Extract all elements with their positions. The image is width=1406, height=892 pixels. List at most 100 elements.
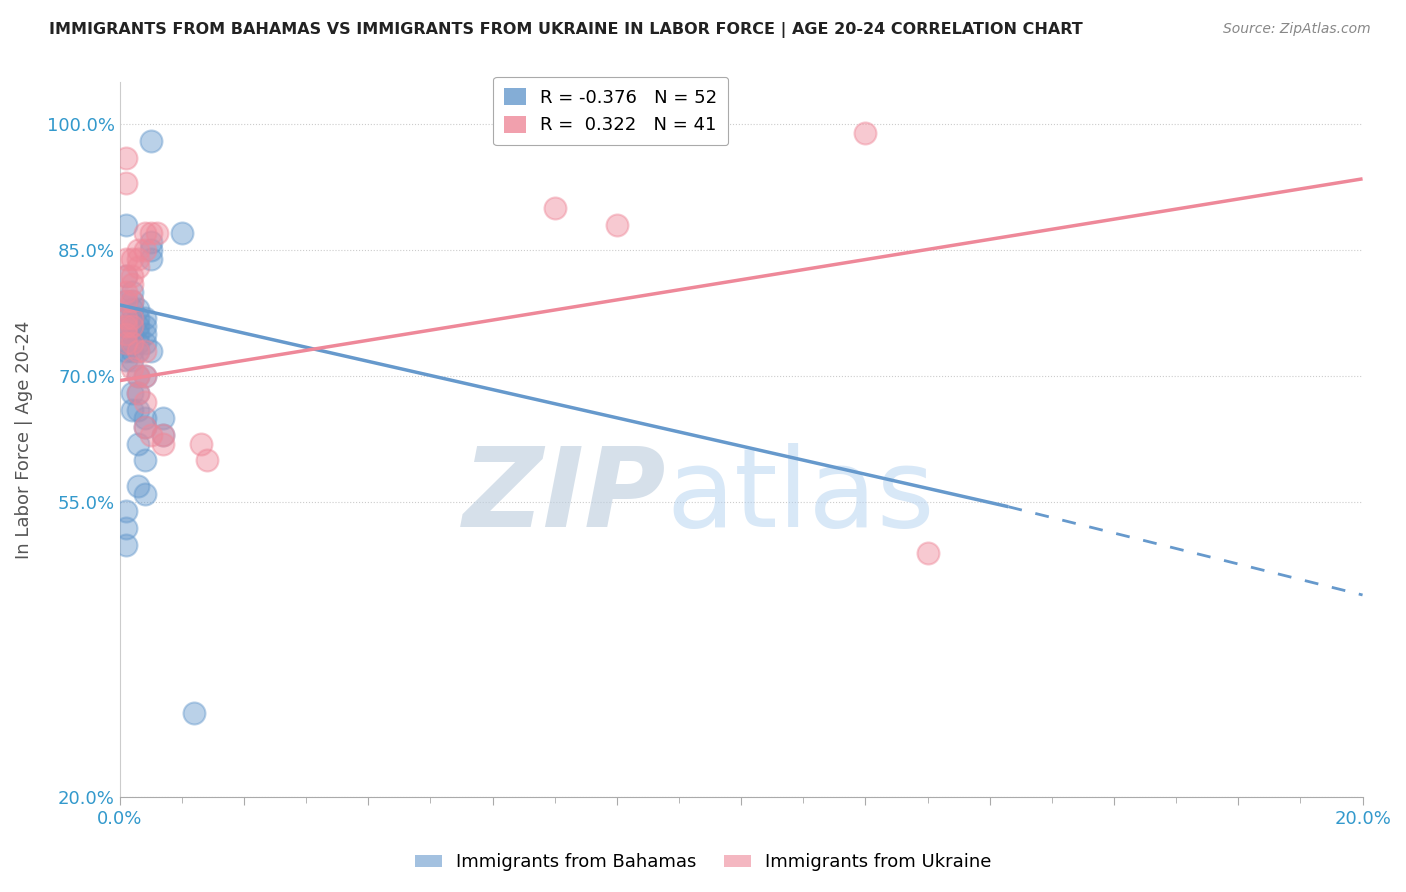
Point: [121, 318, 143, 333]
Point: [152, 411, 174, 425]
Point: [127, 244, 149, 258]
Point: [152, 428, 174, 442]
Point: [115, 268, 138, 283]
Point: [152, 436, 174, 450]
Point: [170, 227, 193, 241]
Point: [115, 327, 138, 342]
Point: [134, 344, 156, 359]
Point: [127, 318, 149, 333]
Point: [121, 268, 143, 283]
Point: [121, 344, 143, 359]
Point: [121, 310, 143, 325]
Point: [127, 403, 149, 417]
Point: [127, 369, 149, 384]
Point: [121, 302, 143, 317]
Point: [115, 268, 138, 283]
Legend: R = -0.376   N = 52, R =  0.322   N = 41: R = -0.376 N = 52, R = 0.322 N = 41: [494, 77, 728, 145]
Point: [115, 310, 138, 325]
Point: [115, 521, 138, 535]
Point: [606, 218, 628, 232]
Point: [121, 318, 143, 333]
Point: [121, 252, 143, 266]
Point: [127, 260, 149, 274]
Point: [134, 335, 156, 350]
Point: [139, 344, 162, 359]
Point: [115, 504, 138, 518]
Point: [134, 369, 156, 384]
Point: [127, 436, 149, 450]
Point: [127, 386, 149, 401]
Point: [115, 218, 138, 232]
Point: [121, 277, 143, 291]
Point: [139, 428, 162, 442]
Point: [121, 285, 143, 300]
Point: [115, 151, 138, 165]
Point: [127, 386, 149, 401]
Point: [115, 293, 138, 308]
Point: [190, 436, 212, 450]
Point: [121, 335, 143, 350]
Point: [134, 227, 156, 241]
Point: [115, 537, 138, 551]
Point: [134, 487, 156, 501]
Point: [121, 386, 143, 401]
Point: [115, 318, 138, 333]
Legend: Immigrants from Bahamas, Immigrants from Ukraine: Immigrants from Bahamas, Immigrants from…: [408, 847, 998, 879]
Point: [121, 352, 143, 367]
Point: [127, 344, 149, 359]
Point: [115, 352, 138, 367]
Point: [121, 293, 143, 308]
Point: [855, 126, 877, 140]
Text: atlas: atlas: [666, 443, 935, 550]
Point: [134, 394, 156, 409]
Point: [127, 252, 149, 266]
Point: [127, 478, 149, 492]
Point: [121, 310, 143, 325]
Point: [127, 327, 149, 342]
Point: [127, 344, 149, 359]
Point: [134, 420, 156, 434]
Point: [121, 293, 143, 308]
Point: [134, 453, 156, 467]
Point: [146, 227, 169, 241]
Point: [127, 369, 149, 384]
Point: [134, 369, 156, 384]
Point: [139, 134, 162, 148]
Point: [134, 411, 156, 425]
Text: IMMIGRANTS FROM BAHAMAS VS IMMIGRANTS FROM UKRAINE IN LABOR FORCE | AGE 20-24 CO: IMMIGRANTS FROM BAHAMAS VS IMMIGRANTS FR…: [49, 22, 1083, 38]
Point: [134, 310, 156, 325]
Point: [121, 335, 143, 350]
Point: [152, 428, 174, 442]
Point: [115, 335, 138, 350]
Point: [115, 252, 138, 266]
Point: [115, 344, 138, 359]
Point: [127, 302, 149, 317]
Point: [121, 403, 143, 417]
Point: [127, 310, 149, 325]
Point: [115, 318, 138, 333]
Text: ZIP: ZIP: [463, 443, 666, 550]
Point: [139, 227, 162, 241]
Point: [121, 327, 143, 342]
Point: [917, 546, 939, 560]
Point: [134, 420, 156, 434]
Point: [134, 244, 156, 258]
Point: [139, 235, 162, 249]
Point: [127, 335, 149, 350]
Text: Source: ZipAtlas.com: Source: ZipAtlas.com: [1223, 22, 1371, 37]
Point: [134, 327, 156, 342]
Point: [115, 327, 138, 342]
Point: [134, 318, 156, 333]
Point: [121, 361, 143, 376]
Point: [115, 285, 138, 300]
Point: [195, 453, 218, 467]
Point: [115, 293, 138, 308]
Point: [115, 176, 138, 190]
Point: [115, 310, 138, 325]
Point: [139, 252, 162, 266]
Point: [115, 335, 138, 350]
Point: [139, 244, 162, 258]
Y-axis label: In Labor Force | Age 20-24: In Labor Force | Age 20-24: [15, 320, 32, 558]
Point: [183, 706, 205, 720]
Point: [544, 201, 567, 215]
